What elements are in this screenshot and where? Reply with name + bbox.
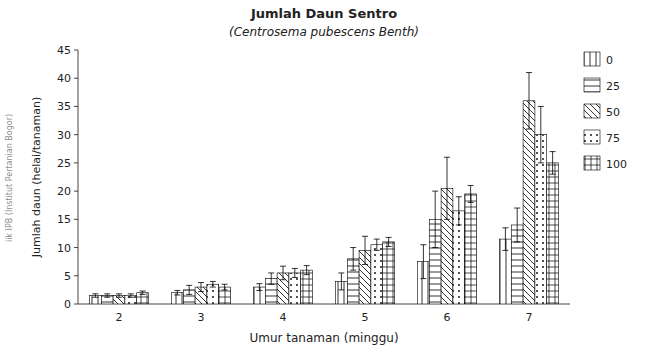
bar — [371, 245, 383, 304]
error-bar — [514, 208, 520, 242]
error-bar — [268, 273, 274, 284]
legend-label: 0 — [606, 54, 613, 67]
y-axis: 0 5 10 15 20 25 30 35 40 45 — [57, 44, 78, 311]
error-bar — [186, 285, 192, 294]
subtitle: (Centrosema pubescens Benth) — [229, 25, 419, 39]
y-tick — [74, 78, 78, 79]
error-bar — [432, 191, 438, 247]
error-bar — [104, 294, 110, 297]
x-tick-label: 7 — [526, 311, 533, 324]
error-bar — [174, 290, 180, 295]
error-bar — [444, 157, 450, 219]
error-bar — [420, 245, 426, 279]
error-bar — [222, 284, 228, 290]
x-tick-label: 3 — [198, 311, 205, 324]
legend-swatch — [584, 104, 600, 118]
bar — [465, 194, 477, 304]
y-tick — [74, 134, 78, 135]
y-tick-label: 0 — [64, 298, 71, 311]
y-tick — [74, 304, 78, 305]
series-bars — [113, 73, 535, 304]
y-tick-label: 45 — [57, 44, 71, 57]
error-bar — [350, 248, 356, 271]
y-tick-label: 40 — [57, 72, 71, 85]
error-bar — [456, 197, 462, 225]
y-tick — [74, 247, 78, 248]
y-tick-label: 10 — [57, 242, 71, 255]
y-tick — [74, 191, 78, 192]
bar — [547, 163, 559, 304]
x-axis-label: Umur tanaman (minggu) — [249, 331, 398, 345]
y-tick-label: 25 — [57, 157, 71, 170]
x-tick-label: 4 — [280, 311, 287, 324]
error-bar — [292, 268, 298, 277]
error-bar — [468, 185, 474, 202]
legend-swatch — [584, 130, 600, 144]
error-bar — [338, 273, 344, 290]
y-axis-label: Jumlah daun (helai/tanaman) — [30, 97, 43, 258]
error-bar — [280, 266, 286, 280]
legend: 0 25 50 75 100 — [584, 52, 627, 171]
error-bar — [198, 283, 204, 292]
y-tick — [74, 219, 78, 220]
legend-swatch — [584, 52, 600, 66]
error-bar — [256, 284, 262, 291]
error-bar — [374, 239, 380, 250]
bar — [301, 270, 313, 304]
y-axis-line — [78, 50, 79, 304]
legend-label: 100 — [606, 158, 627, 171]
chart: Jumlah Daun Sentro (Centrosema pubescens … — [0, 0, 652, 356]
error-bar — [210, 281, 216, 287]
error-bar — [304, 266, 310, 275]
annotation: iik IPB (Institut Pertanian Bogor) — [5, 114, 14, 242]
y-tick-label: 35 — [57, 100, 71, 113]
bar — [383, 242, 395, 304]
y-tick-label: 15 — [57, 213, 71, 226]
x-tick-label: 5 — [362, 311, 369, 324]
title: Jumlah Daun Sentro — [250, 6, 397, 21]
error-bar — [362, 236, 368, 264]
y-tick — [74, 275, 78, 276]
plot-area — [89, 73, 558, 304]
series-bars — [101, 191, 523, 304]
x-axis: 2 3 4 5 6 7 — [78, 304, 570, 324]
y-tick-label: 30 — [57, 129, 71, 142]
legend-swatch — [584, 156, 600, 170]
y-tick-label: 20 — [57, 185, 71, 198]
legend-label: 25 — [606, 80, 620, 93]
error-bar — [538, 106, 544, 162]
y-tick — [74, 50, 78, 51]
y-tick-label: 5 — [64, 270, 71, 283]
series-bars — [125, 106, 547, 304]
error-bar — [140, 291, 146, 294]
legend-label: 50 — [606, 106, 620, 119]
series-bars — [137, 152, 559, 304]
legend-label: 75 — [606, 132, 620, 145]
y-tick — [74, 162, 78, 163]
legend-swatch — [584, 78, 600, 92]
error-bar — [128, 294, 134, 297]
y-tick — [74, 106, 78, 107]
x-axis-line — [78, 304, 570, 305]
error-bar — [502, 228, 508, 251]
x-tick-label: 6 — [444, 311, 451, 324]
error-bar — [550, 152, 556, 175]
error-bar — [116, 294, 122, 297]
x-tick-label: 2 — [116, 311, 123, 324]
error-bar — [526, 73, 532, 129]
error-bar — [92, 294, 98, 297]
bar — [523, 101, 535, 304]
error-bar — [386, 237, 392, 246]
